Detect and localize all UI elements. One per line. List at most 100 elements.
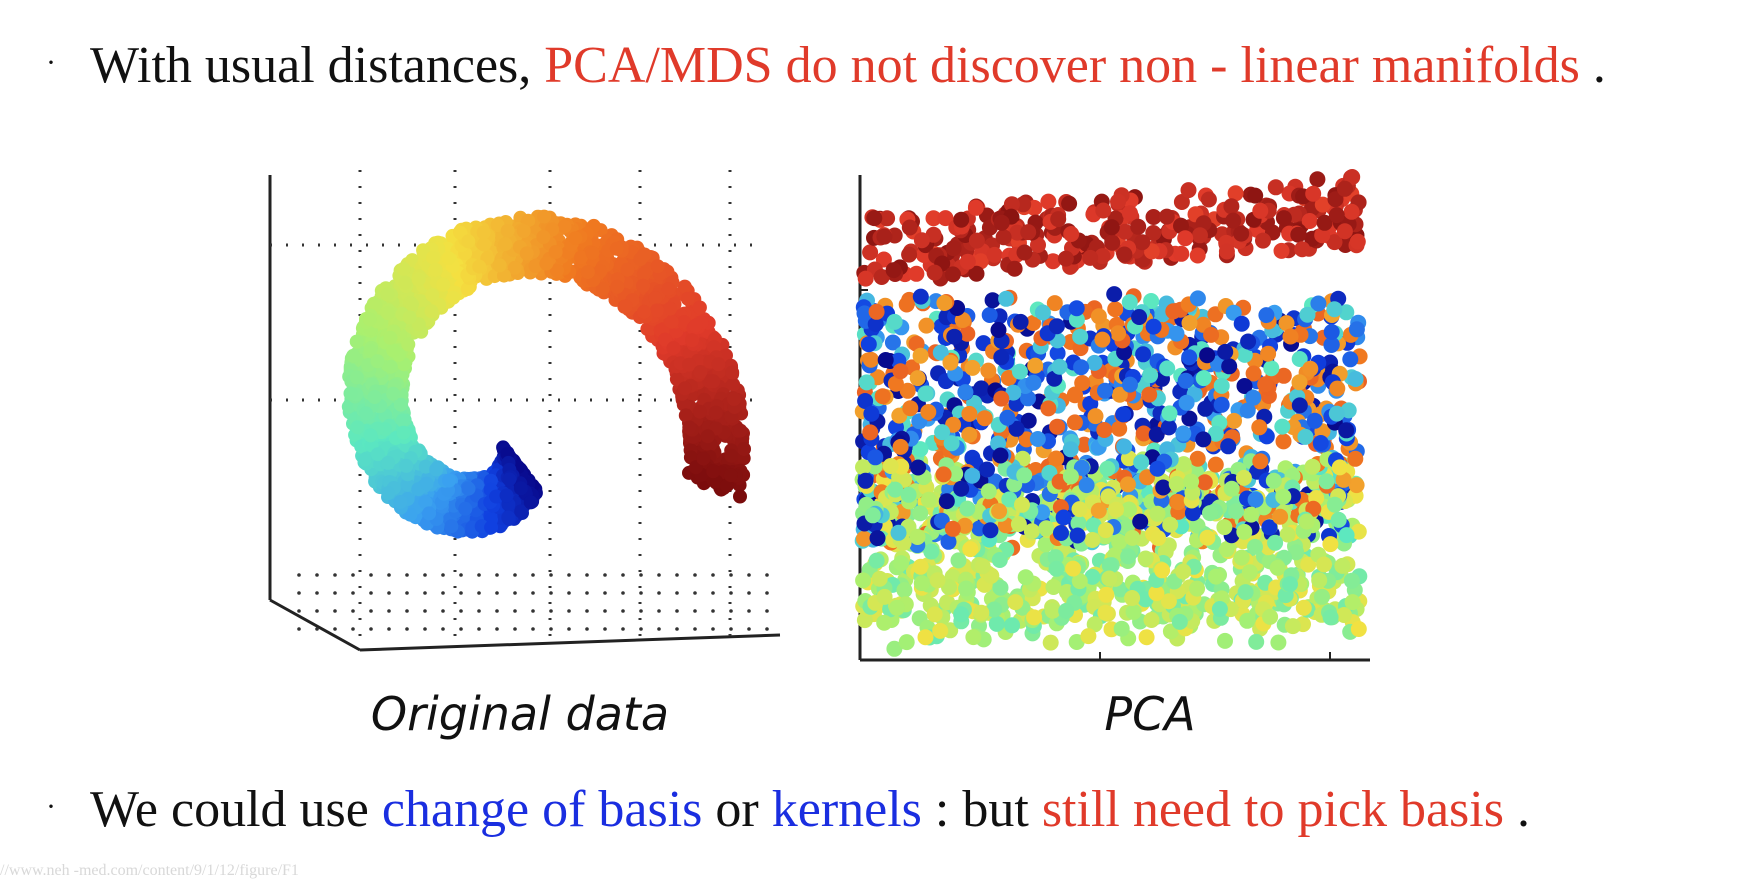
data-point: [386, 386, 401, 401]
data-point: [869, 530, 886, 547]
data-point: [436, 277, 451, 292]
data-point: [1113, 620, 1130, 637]
data-point: [1258, 307, 1275, 324]
grid-dot: [531, 627, 535, 631]
data-point: [892, 438, 909, 455]
data-point: [536, 230, 551, 244]
data-point: [964, 467, 981, 484]
data-point: [680, 291, 695, 306]
data-point: [1086, 354, 1103, 371]
data-point: [1316, 214, 1333, 231]
data-point: [724, 448, 739, 463]
data-point: [460, 282, 475, 296]
data-point: [1168, 476, 1185, 492]
data-point: [1221, 358, 1238, 375]
data-point: [1073, 459, 1090, 476]
data-point: [507, 260, 522, 275]
data-point: [649, 303, 664, 318]
data-point: [1275, 488, 1292, 505]
data-point: [706, 464, 721, 479]
data-point: [1042, 634, 1059, 651]
grid-dot: [459, 591, 463, 595]
data-point: [393, 495, 408, 509]
data-point: [513, 481, 528, 496]
data-point: [940, 533, 957, 550]
data-point: [1090, 502, 1107, 519]
data-point: [383, 330, 398, 345]
data-point: [917, 385, 934, 402]
data-point: [1168, 325, 1185, 342]
data-point: [876, 228, 893, 245]
data-point: [1302, 360, 1319, 377]
grid-dot: [675, 609, 679, 613]
data-point: [1265, 472, 1282, 489]
data-point: [574, 250, 588, 265]
data-point: [1225, 304, 1242, 321]
grid-dot: [333, 573, 337, 577]
data-point: [1027, 357, 1044, 374]
data-point: [993, 390, 1010, 407]
data-point: [855, 459, 871, 476]
data-point: [1347, 371, 1364, 387]
data-point: [1217, 632, 1233, 649]
data-point: [458, 501, 473, 516]
data-point: [920, 404, 937, 420]
data-point: [893, 555, 910, 572]
grid-dot: [711, 609, 715, 613]
data-point: [1347, 450, 1364, 467]
data-point: [1159, 360, 1176, 377]
data-point: [400, 477, 415, 492]
grid-dot: [315, 609, 319, 613]
data-point: [1181, 349, 1198, 366]
data-point: [932, 344, 949, 361]
data-point: [932, 622, 949, 639]
bullet-1-end: .: [1579, 37, 1606, 94]
data-point: [887, 375, 904, 392]
grid-dot: [387, 627, 391, 631]
grid-dot: [459, 627, 463, 631]
data-point: [857, 270, 874, 287]
x-axis: [359, 633, 781, 652]
data-point: [1291, 397, 1308, 414]
data-point: [661, 282, 676, 296]
data-point: [359, 406, 373, 421]
data-point: [708, 405, 723, 420]
grid-dot: [585, 627, 589, 631]
data-point: [1030, 237, 1046, 253]
data-point: [402, 310, 417, 325]
data-point: [492, 258, 507, 273]
data-point: [973, 380, 990, 397]
grid-dot: [459, 573, 463, 577]
data-point: [1162, 516, 1179, 533]
data-point: [1218, 243, 1235, 260]
data-point: [871, 570, 888, 587]
data-point: [696, 451, 711, 466]
data-point: [856, 305, 873, 322]
data-point: [1046, 370, 1063, 387]
data-point: [1048, 560, 1065, 577]
data-point: [1121, 294, 1138, 311]
grid-dot: [549, 627, 553, 631]
data-point: [1122, 205, 1138, 222]
left-caption: Original data: [371, 687, 669, 741]
data-point: [1141, 386, 1158, 403]
data-point: [947, 465, 964, 482]
data-point: [912, 347, 929, 364]
data-point: [999, 409, 1016, 426]
data-point: [886, 640, 903, 657]
data-point: [938, 493, 955, 510]
data-point: [937, 210, 954, 227]
data-point: [912, 505, 929, 522]
data-point: [1269, 559, 1286, 576]
data-point: [446, 290, 461, 305]
grid-dot: [747, 591, 751, 595]
data-point: [368, 298, 383, 312]
data-point: [733, 489, 747, 504]
grid-dot: [369, 609, 373, 613]
data-point: [1208, 568, 1224, 585]
data-point: [1236, 523, 1253, 540]
data-point: [1326, 234, 1343, 251]
grid-dot: [351, 627, 355, 631]
grid-dot: [315, 627, 319, 631]
data-point: [1173, 245, 1190, 262]
